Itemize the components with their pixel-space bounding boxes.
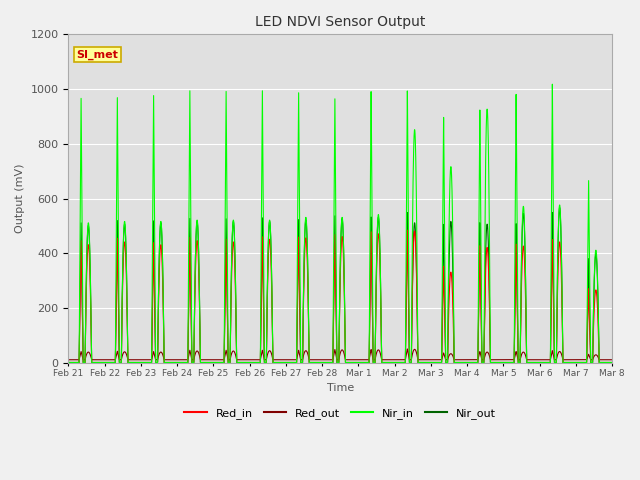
Line: Red_in: Red_in (68, 230, 612, 362)
Nir_out (268, 291, 276, 297)
Red_out (181, 357, 189, 362)
Red_in (415, 360, 423, 365)
Nir_in (607, 360, 614, 365)
Red_in (65, 360, 72, 365)
Nir_out (415, 360, 423, 365)
Nir_out (493, 360, 500, 365)
Nir_in (493, 360, 500, 365)
Nir_out (65, 360, 72, 365)
Nir_out (181, 360, 189, 365)
Line: Red_out: Red_out (68, 349, 612, 360)
Line: Nir_out: Nir_out (68, 208, 612, 362)
Red_in (268, 300, 276, 306)
Red_in (175, 360, 183, 365)
Text: SI_met: SI_met (77, 49, 118, 60)
Red_out (65, 357, 72, 362)
Line: Nir_in: Nir_in (68, 84, 612, 362)
Legend: Red_in, Red_out, Nir_in, Nir_out: Red_in, Red_out, Nir_in, Nir_out (180, 403, 500, 423)
Red_out (609, 357, 616, 362)
Title: LED NDVI Sensor Output: LED NDVI Sensor Output (255, 15, 426, 29)
Nir_in (65, 360, 72, 365)
Y-axis label: Output (mV): Output (mV) (15, 164, 25, 233)
Red_in (493, 360, 500, 365)
Nir_out (556, 205, 563, 211)
Nir_in (181, 360, 189, 365)
Red_out (175, 357, 183, 362)
Nir_in (268, 291, 276, 297)
Red_out (403, 346, 411, 352)
Red_in (403, 227, 411, 233)
Nir_in (548, 81, 556, 87)
Nir_out (607, 360, 614, 365)
Nir_in (175, 360, 183, 365)
Nir_in (415, 360, 423, 365)
Red_out (493, 357, 500, 362)
X-axis label: Time: Time (326, 383, 354, 393)
Red_out (415, 357, 423, 362)
Red_in (609, 360, 616, 365)
Nir_out (609, 360, 616, 365)
Red_in (607, 360, 614, 365)
Nir_out (175, 360, 183, 365)
Nir_in (609, 360, 616, 365)
Red_out (268, 352, 276, 358)
Red_out (607, 357, 614, 362)
Red_in (181, 360, 189, 365)
